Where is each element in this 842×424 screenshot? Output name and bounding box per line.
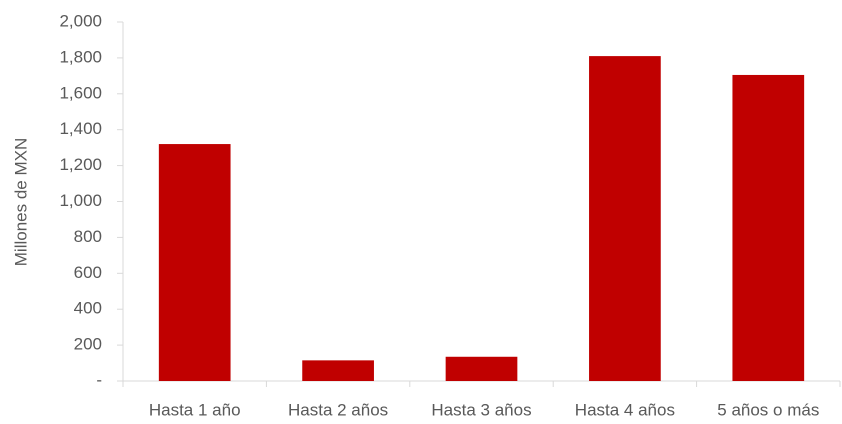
y-tick-label: 1,800	[59, 47, 102, 66]
y-tick-label: 1,600	[59, 83, 102, 102]
x-tick-label: Hasta 2 años	[288, 400, 388, 419]
x-tick-label: Hasta 1 año	[149, 400, 241, 419]
y-tick-label: -	[96, 370, 102, 389]
y-tick-label: 1,400	[59, 119, 102, 138]
y-tick-label: 400	[74, 299, 102, 318]
bar	[445, 356, 518, 381]
bar	[589, 56, 661, 381]
y-tick-label: 2,000	[59, 11, 102, 30]
y-tick-label: 1,200	[59, 155, 102, 174]
bar	[158, 144, 231, 381]
x-tick-label: Hasta 3 años	[431, 400, 531, 419]
y-tick-label: 1,000	[59, 191, 102, 210]
y-axis-label: Millones de MXN	[11, 138, 30, 267]
y-tick-label: 600	[74, 263, 102, 282]
y-tick-label: 800	[74, 227, 102, 246]
bar	[302, 360, 374, 381]
x-tick-label: Hasta 4 años	[575, 400, 675, 419]
bar	[732, 74, 805, 381]
y-tick-label: 200	[74, 335, 102, 354]
x-tick-label: 5 años o más	[717, 400, 819, 419]
